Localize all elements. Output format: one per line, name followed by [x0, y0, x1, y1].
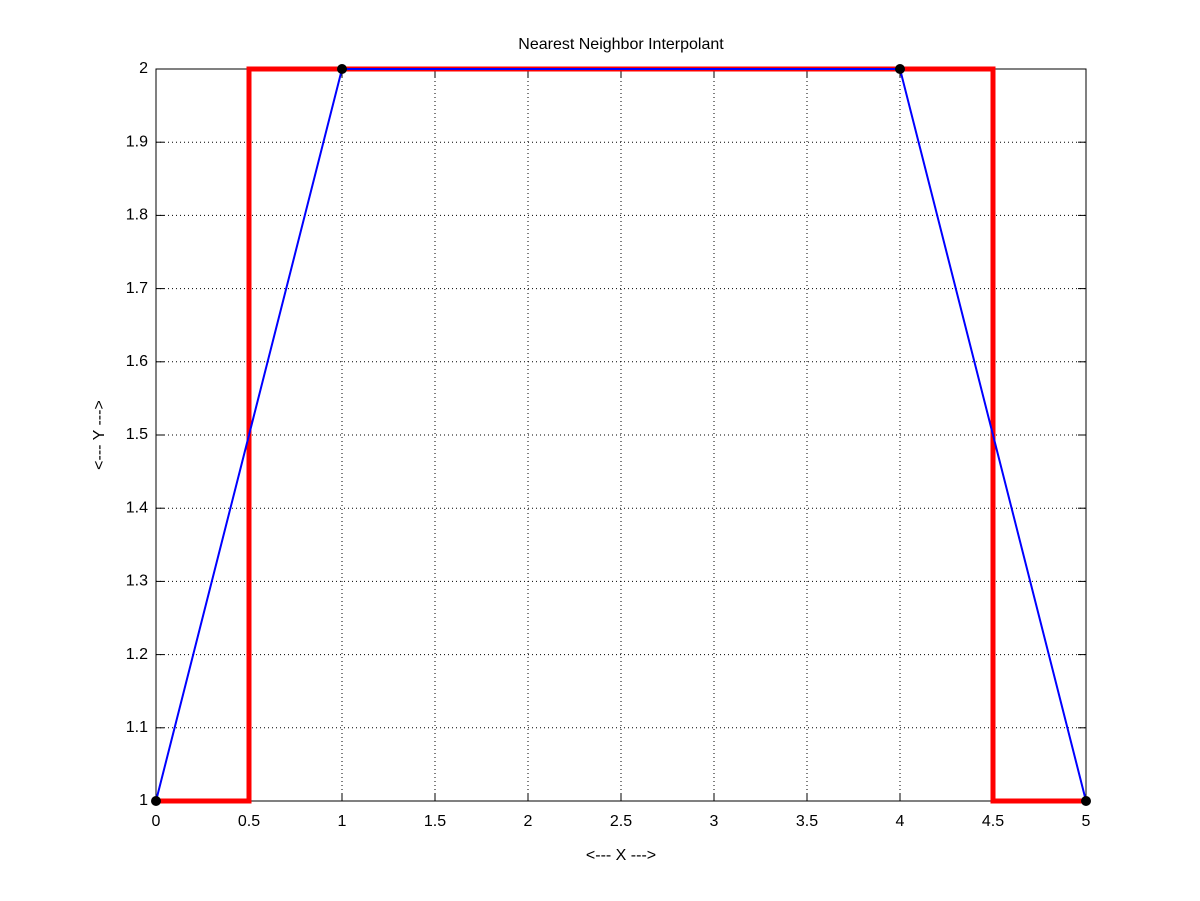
- y-tick-label: 1.3: [126, 573, 148, 590]
- y-tick-label: 1.8: [126, 207, 148, 224]
- marker: [1081, 796, 1091, 806]
- x-tick-label: 3: [710, 813, 719, 830]
- y-tick-label: 1.2: [126, 646, 148, 663]
- x-tick-label: 4: [896, 813, 905, 830]
- x-tick-label: 5: [1082, 813, 1091, 830]
- x-tick-label: 2.5: [610, 813, 632, 830]
- y-tick-label: 1.7: [126, 280, 148, 297]
- marker: [895, 64, 905, 74]
- x-tick-label: 3.5: [796, 813, 818, 830]
- marker: [151, 796, 161, 806]
- y-axis-label: <--- Y --->: [91, 400, 108, 470]
- line: [155, 68, 1087, 802]
- x-tick-label: 0.5: [238, 813, 260, 830]
- y-tick-label: 1.1: [126, 719, 148, 736]
- x-tick-label: 1.5: [424, 813, 446, 830]
- y-tick-label: 2: [139, 60, 148, 77]
- x-tick-label: 2: [524, 813, 533, 830]
- y-tick-label: 1: [139, 792, 148, 809]
- y-tick-label: 1.4: [126, 499, 148, 516]
- x-tick-label: 1: [338, 813, 347, 830]
- y-tick-label: 1.5: [126, 426, 148, 443]
- x-tick-label: 4.5: [982, 813, 1004, 830]
- marker: [337, 64, 347, 74]
- chart-title: Nearest Neighbor Interpolant: [518, 36, 724, 53]
- y-tick-label: 1.9: [126, 133, 148, 150]
- y-tick-label: 1.6: [126, 353, 148, 370]
- x-tick-label: 0: [152, 813, 161, 830]
- x-axis-label: <--- X --->: [586, 847, 656, 864]
